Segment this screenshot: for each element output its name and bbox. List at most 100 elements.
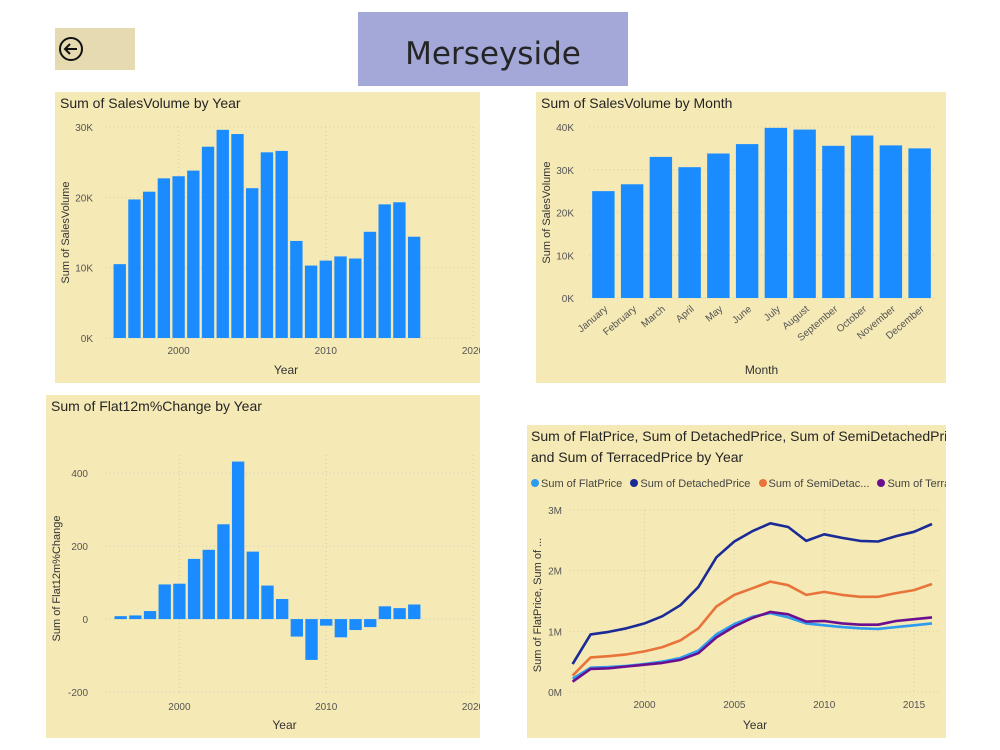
bar <box>334 256 346 338</box>
y-tick-label: 3M <box>548 506 562 517</box>
bar <box>188 559 200 619</box>
x-tick-label: March <box>639 304 667 330</box>
y-tick-label: 10K <box>75 264 93 275</box>
bar <box>678 167 700 298</box>
bar <box>115 616 127 619</box>
y-tick-label: 30K <box>75 123 93 134</box>
x-axis-title: Year <box>272 718 296 732</box>
sales-volume-by-month-chart[interactable]: Sum of SalesVolume by Month 0K 10K 20K 30K 4… <box>536 92 946 383</box>
x-tick-label: 2010 <box>813 700 836 711</box>
y-axis-title: Sum of Flat12m%Change <box>51 516 63 642</box>
x-tick-label: June <box>730 304 754 327</box>
bar <box>275 151 287 338</box>
bar <box>408 237 420 338</box>
bar <box>276 599 288 619</box>
y-tick-label: 0K <box>81 334 94 345</box>
y-tick-label: 0M <box>548 688 562 699</box>
bar <box>232 462 244 620</box>
sales-volume-by-year-plot: 0K 10K 20K 30K 2000 2010 2020 Year Sum of SalesV… <box>55 92 480 383</box>
prices-by-year-chart[interactable]: Sum of FlatPrice, Sum of DetachedPrice, … <box>527 425 946 738</box>
y-tick-label: 30K <box>556 166 574 177</box>
series-line <box>573 612 932 682</box>
bar <box>378 204 390 338</box>
y-tick-label: 0K <box>562 294 575 305</box>
bar <box>173 584 185 619</box>
x-tick-label: 2000 <box>168 702 191 713</box>
bar <box>159 584 171 619</box>
bar <box>261 586 273 620</box>
y-tick-label: 20K <box>556 209 574 220</box>
y-axis-title: Sum of SalesVolume <box>60 181 72 283</box>
x-tick-label: May <box>704 304 726 325</box>
bar <box>364 619 376 627</box>
bar <box>320 619 332 626</box>
bar <box>736 144 758 298</box>
x-axis-title: Year <box>743 718 767 732</box>
bar <box>305 266 317 338</box>
back-button[interactable] <box>55 28 135 70</box>
x-tick-label: April <box>674 304 696 325</box>
bar <box>217 130 229 338</box>
arrow-left-circle-icon[interactable] <box>55 28 135 70</box>
bar <box>129 615 141 619</box>
bar <box>349 259 361 338</box>
y-tick-label: -200 <box>68 688 88 699</box>
bar <box>393 608 405 619</box>
x-tick-label: July <box>762 304 783 324</box>
sales-volume-by-year-chart[interactable]: Sum of SalesVolume by Year 0K 10K 20K 30K 20… <box>55 92 480 383</box>
bar <box>364 232 376 338</box>
y-tick-label: 1M <box>548 627 562 638</box>
bar <box>114 264 126 338</box>
x-tick-label: 2010 <box>315 346 338 357</box>
bar <box>231 134 243 338</box>
y-tick-label: 40K <box>556 123 574 134</box>
y-tick-label: 2M <box>548 567 562 578</box>
y-tick-label: 200 <box>71 542 88 553</box>
bar <box>172 176 184 338</box>
y-tick-label: 20K <box>75 193 93 204</box>
x-tick-label: 2000 <box>633 700 656 711</box>
bar <box>822 146 844 298</box>
prices-by-year-plot: 0M 1M 2M 3M 2000 2005 2010 2015 YearSum of FlatP… <box>527 425 946 738</box>
y-axis-title: Sum of SalesVolume <box>541 161 553 263</box>
bar <box>650 157 672 298</box>
bar <box>290 241 302 338</box>
bar <box>765 128 787 298</box>
page-title: Merseyside <box>405 36 581 72</box>
bar <box>202 147 214 338</box>
bar <box>880 145 902 298</box>
x-axis-title: Year <box>274 363 298 377</box>
bar <box>128 199 140 338</box>
bar <box>908 148 930 298</box>
x-tick-label: 2020 <box>462 346 480 357</box>
bar <box>291 619 303 637</box>
bar <box>592 191 614 298</box>
bar <box>261 152 273 338</box>
bar <box>144 611 156 619</box>
flat-12m-change-by-year-chart[interactable]: Sum of Flat12m%Change by Year -200 0 200 40… <box>46 395 480 738</box>
x-tick-label: 2000 <box>167 346 190 357</box>
bar <box>707 154 729 298</box>
x-tick-label: 2005 <box>723 700 746 711</box>
bar <box>247 552 259 619</box>
bar <box>143 192 155 338</box>
bar <box>349 619 361 630</box>
bar <box>246 188 258 338</box>
series-line <box>573 523 932 664</box>
bar <box>621 184 643 298</box>
bar <box>793 130 815 298</box>
bar <box>379 606 391 619</box>
bar <box>187 171 199 338</box>
x-tick-label: 2020 <box>462 702 480 713</box>
x-axis-title: Month <box>745 363 778 377</box>
y-tick-label: 400 <box>71 469 88 480</box>
y-tick-label: 0 <box>82 615 88 626</box>
bar <box>158 178 170 338</box>
bar <box>203 550 215 619</box>
bar <box>305 619 317 660</box>
x-tick-label: 2015 <box>903 700 926 711</box>
flat-12m-change-by-year-plot: -200 0 200 400 2000 2010 2020 Year Sum of Flat12… <box>46 395 480 738</box>
bar <box>320 261 332 338</box>
bar <box>408 604 420 619</box>
